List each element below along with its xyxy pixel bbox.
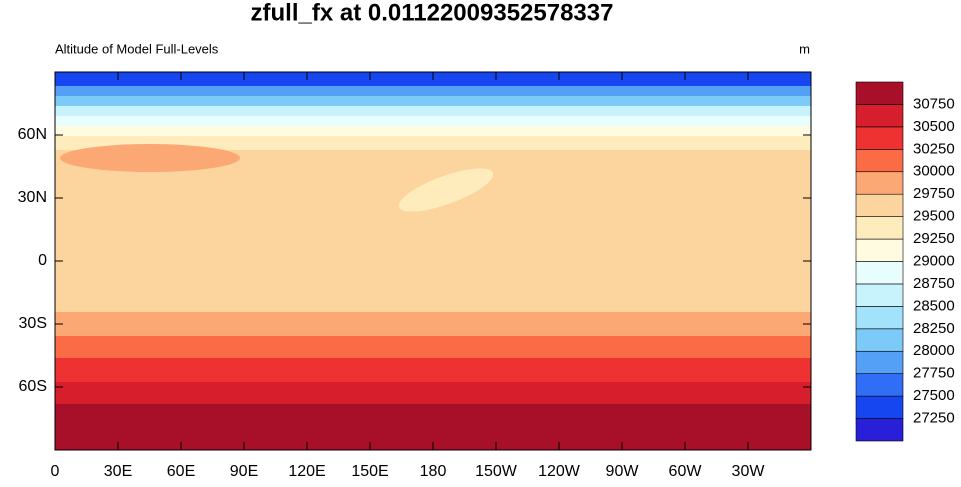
x-tick-label: 150E	[351, 463, 388, 480]
colorbar-label: 28250	[913, 320, 955, 337]
axes: 0 30E 60E 90E 120E 150E 180 150W 120W 90W 60W 30W 60…	[18, 72, 811, 480]
field-band	[55, 382, 811, 404]
field-band	[55, 96, 811, 106]
y-tick-label: 30S	[19, 315, 47, 332]
colorbar-box	[855, 373, 904, 397]
field-band	[55, 86, 811, 96]
field-blob	[60, 144, 240, 172]
colorbar-box	[855, 306, 904, 330]
x-tick-label: 30E	[104, 463, 132, 480]
colorbar-label: 28500	[913, 297, 955, 314]
field-band	[55, 358, 811, 382]
colorbar-box	[855, 283, 904, 307]
colorbar-label: 29000	[913, 252, 955, 269]
field-band	[55, 106, 811, 116]
field-blob	[398, 168, 494, 212]
colorbar-box	[855, 171, 904, 195]
field-band	[55, 116, 811, 126]
colorbar-label: 30000	[913, 163, 955, 180]
x-tick-label: 120W	[538, 463, 581, 480]
colorbar-label: 27750	[913, 365, 955, 382]
colorbar-box	[855, 149, 904, 173]
colorbar-box	[855, 238, 904, 262]
colorbar-box	[855, 350, 904, 374]
colorbar-label: 29750	[913, 185, 955, 202]
field	[54, 71, 812, 451]
field-band	[55, 126, 811, 136]
field-band	[55, 150, 811, 312]
x-tick-label: 150W	[475, 463, 518, 480]
colorbar-label: 29500	[913, 208, 955, 225]
x-tick-label: 60E	[167, 463, 195, 480]
x-tick-label: 0	[51, 463, 60, 480]
field-band	[55, 312, 811, 336]
colorbar-box	[855, 328, 904, 352]
colorbar-box	[855, 261, 904, 285]
colorbar-box	[855, 126, 904, 150]
colorbar-label: 28750	[913, 275, 955, 292]
colorbar-box	[855, 81, 904, 105]
x-tick-label: 90W	[606, 463, 640, 480]
x-tick-label: 30W	[732, 463, 766, 480]
colorbar-box	[855, 418, 904, 442]
x-tick-label: 90E	[230, 463, 258, 480]
colorbar-label: 27250	[913, 410, 955, 427]
x-tick-label: 120E	[288, 463, 325, 480]
y-tick-label: 0	[38, 252, 47, 269]
chart-title: zfull_fx at 0.01122009352578337	[251, 0, 614, 26]
colorbar-box	[855, 104, 904, 128]
colorbar-label: 29250	[913, 230, 955, 247]
x-tick-label: 60W	[669, 463, 703, 480]
y-tick-label: 60N	[18, 126, 47, 143]
units: m	[799, 41, 810, 56]
colorbar-label: 27500	[913, 387, 955, 404]
colorbar-label: 30500	[913, 118, 955, 135]
field-band	[55, 336, 811, 358]
colorbar-label: 30250	[913, 140, 955, 157]
colorbar-label: 28000	[913, 342, 955, 359]
colorbar-box	[855, 216, 904, 240]
colorbar-box	[855, 395, 904, 419]
y-tick-label: 30N	[18, 189, 47, 206]
y-tick-label: 60S	[19, 378, 47, 395]
colorbar-label: 30750	[913, 95, 955, 112]
subtitle: Altitude of Model Full-Levels	[55, 41, 219, 56]
colorbar-box	[855, 193, 904, 217]
x-tick-label: 180	[420, 463, 447, 480]
field-band	[55, 136, 811, 150]
